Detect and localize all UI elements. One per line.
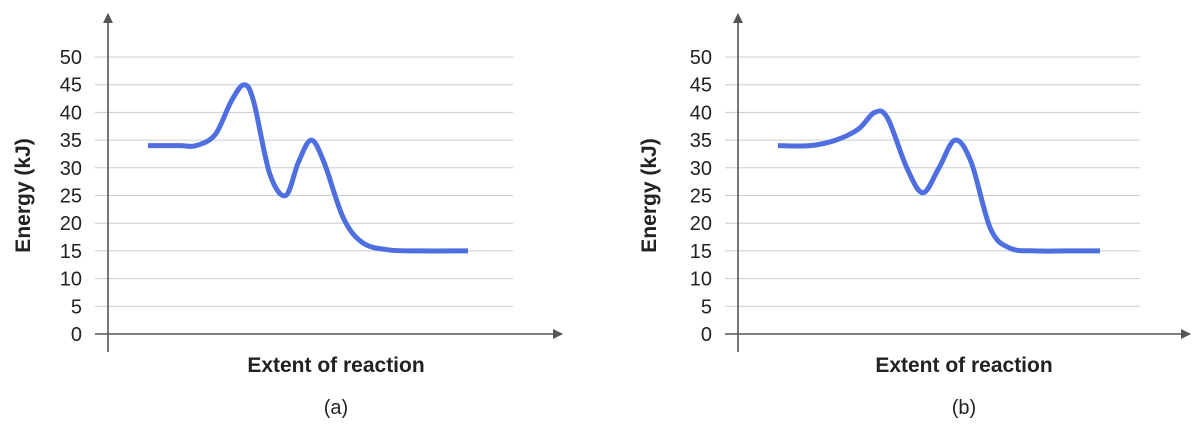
y-tick-labels: 0 5 10 15 20 25 30 35 40 45 50 <box>690 47 712 346</box>
y-tick-label: 35 <box>60 130 82 152</box>
y-tick-label: 30 <box>60 158 82 180</box>
y-tick-label: 45 <box>60 75 82 97</box>
y-axis-title: Energy (kJ) <box>12 138 35 252</box>
y-tick-label: 50 <box>60 47 82 69</box>
y-tick-label: 0 <box>71 324 82 346</box>
y-tick-label: 20 <box>690 213 712 235</box>
axes <box>95 13 563 352</box>
axes <box>725 13 1191 352</box>
y-tick-label: 15 <box>690 241 712 263</box>
x-axis-title: Extent of reaction <box>247 354 424 377</box>
x-axis-title: Extent of reaction <box>875 354 1052 377</box>
y-tick-label: 0 <box>701 324 712 346</box>
series <box>148 82 469 254</box>
y-tick-label: 5 <box>701 296 712 318</box>
energy-curve <box>777 108 1100 254</box>
grid-lines <box>725 56 1140 307</box>
y-axis-title: Energy (kJ) <box>638 138 661 252</box>
chart-panel-a: 0 5 10 15 20 25 30 35 40 45 50 Energy (kJ) Extent … <box>12 13 563 419</box>
y-tick-label: 5 <box>71 296 82 318</box>
y-tick-labels: 0 5 10 15 20 25 30 35 40 45 50 <box>60 47 82 346</box>
y-tick-label: 40 <box>60 102 82 124</box>
y-tick-label: 25 <box>60 186 82 208</box>
y-tick-label: 25 <box>690 186 712 208</box>
chart-panel-b: 0 5 10 15 20 25 30 35 40 45 50 Energy (kJ) Extent … <box>638 13 1191 419</box>
y-tick-label: 40 <box>690 102 712 124</box>
y-tick-label: 15 <box>60 241 82 263</box>
y-tick-label: 20 <box>60 213 82 235</box>
y-tick-label: 50 <box>690 47 712 69</box>
grid-lines <box>95 56 513 307</box>
panel-label: (b) <box>952 397 976 419</box>
energy-curve <box>148 82 469 254</box>
y-tick-label: 10 <box>60 269 82 291</box>
y-tick-label: 10 <box>690 269 712 291</box>
panel-label: (a) <box>324 397 348 419</box>
y-tick-label: 30 <box>690 158 712 180</box>
y-tick-label: 35 <box>690 130 712 152</box>
y-tick-label: 45 <box>690 75 712 97</box>
series <box>777 108 1100 254</box>
